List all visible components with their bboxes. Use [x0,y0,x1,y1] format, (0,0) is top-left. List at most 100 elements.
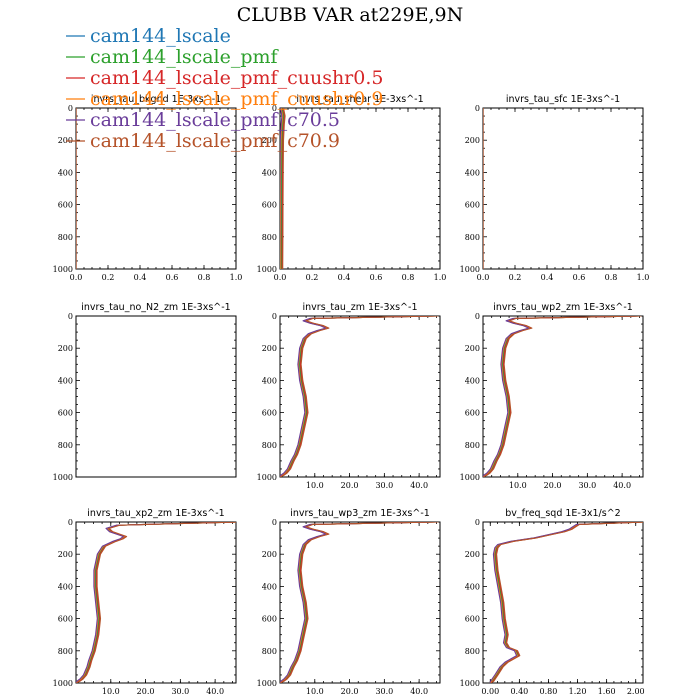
y-tick-label: 600 [465,615,480,624]
legend-label: cam144_lscale_pmf [90,46,280,68]
x-tick-label: 0.4 [338,273,351,282]
x-tick-label: 20.0 [544,481,562,490]
panel-7: invrs_tau_xp2_zm 1E-3xs^-1 0 200 400 600 800 1… [53,508,237,696]
panel-9: bv_freq_sqd 1E-3x1/s^2020040060080010000… [460,508,645,696]
series-line [76,522,235,683]
series-line [76,522,236,683]
x-tick-label: 10.0 [306,481,324,490]
x-tick-label: 0.4 [541,273,554,282]
panel-3: invrs_tau_sfc 1E-3xs^-1 0 200 400 600 800 1000… [460,94,650,282]
series-line [280,108,284,269]
y-tick-label: 0 [272,104,277,113]
panel-title: invrs_tau_shear 1E-3xs^-1 [296,94,423,105]
y-tick-label: 600 [58,201,73,210]
y-tick-label: 200 [58,550,73,559]
y-tick-label: 800 [262,233,277,242]
y-tick-label: 800 [262,647,277,656]
x-tick-label: 10.0 [306,687,324,696]
series-line [280,108,283,269]
series-line [282,108,286,269]
y-tick-label: 200 [262,344,277,353]
y-tick-label: 400 [58,376,73,385]
y-tick-label: 1000 [53,265,73,274]
y-tick-label: 800 [465,441,480,450]
plot-frame [482,107,644,270]
x-tick-label: 30.0 [375,481,393,490]
y-tick-label: 200 [262,136,277,145]
panel-title: invrs_tau_bkgnd 1E-3xs^-1 [91,94,221,105]
panel-2: invrs_tau_shear 1E-3xs^-1 0 200 400 600 800 10… [257,94,447,282]
plot-frame [482,521,644,684]
x-tick-label: 0.2 [509,273,522,282]
panel-8: invrs_tau_wp3_zm 1E-3xs^-1 0 200 400 600 800 1… [257,508,441,696]
panel-title: invrs_tau_xp2_zm 1E-3xs^-1 [87,508,224,519]
x-tick-label: 40.0 [410,687,428,696]
x-tick-label: 0.6 [573,273,586,282]
panel-title: invrs_tau_wp2_zm 1E-3xs^-1 [493,302,633,313]
y-tick-label: 1000 [257,265,277,274]
y-tick-label: 600 [465,409,480,418]
x-tick-label: 0.8 [402,273,415,282]
y-tick-label: 200 [58,136,73,145]
y-tick-label: 800 [58,647,73,656]
series-line [490,522,643,683]
x-tick-label: 0.0 [477,273,490,282]
x-tick-label: 1.0 [230,273,243,282]
y-tick-label: 200 [262,550,277,559]
y-tick-label: 800 [465,647,480,656]
panel-title: invrs_tau_wp3_zm 1E-3xs^-1 [290,508,430,519]
y-tick-label: 1000 [53,473,73,482]
y-tick-label: 1000 [257,679,277,688]
panel-title: bv_freq_sqd 1E-3x1/s^2 [505,508,620,519]
figure-title: CLUBB VAR at229E,9N [237,4,463,26]
series-line [76,522,236,683]
x-tick-label: 30.0 [171,687,189,696]
y-tick-label: 800 [262,441,277,450]
x-tick-label: 0.40 [510,687,528,696]
y-tick-label: 800 [58,441,73,450]
legend-label: cam144_lscale_pmf_c70.9 [90,130,340,152]
series-line [280,522,439,683]
series-line [483,316,642,477]
series-line [280,108,284,269]
x-tick-label: 0.0 [274,273,287,282]
y-tick-label: 400 [465,168,480,177]
y-tick-label: 200 [58,344,73,353]
x-tick-label: 1.60 [598,687,616,696]
x-tick-label: 1.0 [637,273,650,282]
x-tick-label: 20.0 [341,481,359,490]
y-tick-label: 0 [68,312,73,321]
series-line [76,522,236,683]
x-tick-label: 1.20 [569,687,587,696]
x-tick-label: 40.0 [206,687,224,696]
y-tick-label: 600 [262,201,277,210]
y-tick-label: 800 [465,233,480,242]
legend: cam144_lscalecam144_lscale_pmfcam144_lsc… [66,25,383,152]
x-tick-label: 0.6 [166,273,179,282]
y-tick-label: 600 [465,201,480,210]
legend-label: cam144_lscale_pmf_cuushr0.9 [90,88,383,110]
x-tick-label: 20.0 [137,687,155,696]
y-tick-label: 1000 [460,473,480,482]
x-tick-label: 0.0 [70,273,83,282]
y-tick-label: 400 [58,582,73,591]
legend-label: cam144_lscale_pmf_cuushr0.5 [90,67,383,89]
panel-4: invrs_tau_no_N2_zm 1E-3xs^-1 0 200 400 600 80… [53,302,237,482]
panel-grid: invrs_tau_bkgnd 1E-3xs^-1 0 200 400 600 800 10… [53,94,650,696]
y-tick-label: 1000 [257,473,277,482]
series-line [280,316,436,477]
x-tick-label: 20.0 [341,687,359,696]
x-tick-label: 0.8 [605,273,618,282]
y-tick-label: 0 [272,312,277,321]
x-tick-label: 0.6 [370,273,383,282]
y-tick-label: 600 [262,615,277,624]
x-tick-label: 1.0 [434,273,447,282]
plot-frame [75,315,237,478]
panel-1: invrs_tau_bkgnd 1E-3xs^-1 0 200 400 600 800 10… [53,94,243,282]
panel-title: invrs_tau_zm 1E-3xs^-1 [303,302,418,313]
y-tick-label: 800 [58,233,73,242]
legend-label: cam144_lscale [90,25,231,47]
y-tick-label: 0 [68,518,73,527]
x-tick-label: 0.80 [540,687,558,696]
y-tick-label: 400 [58,168,73,177]
